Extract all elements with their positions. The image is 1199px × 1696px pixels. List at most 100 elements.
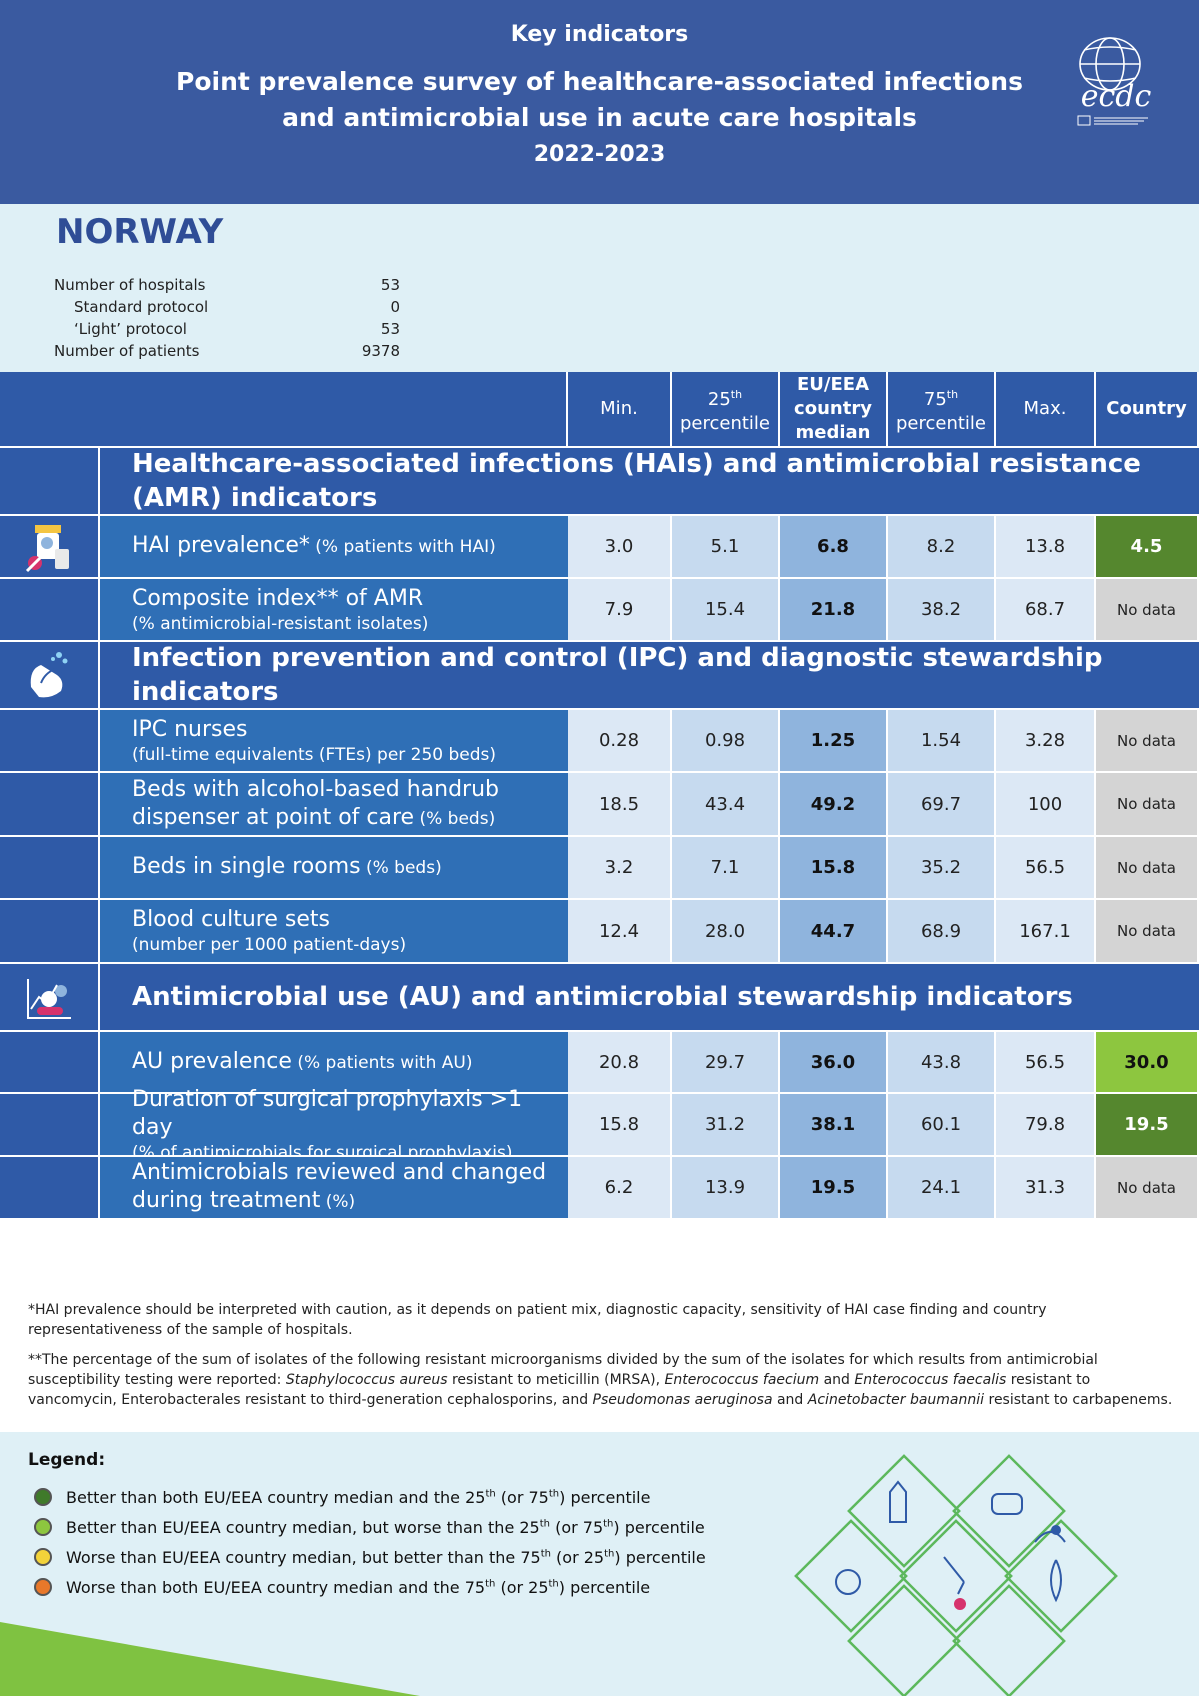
section-title-line-2: (AMR) indicators: [132, 483, 378, 513]
title-line-2: and antimicrobial use in acute care hosp…: [282, 103, 917, 132]
value-p75: 60.1: [888, 1094, 996, 1157]
value-median: 36.0: [780, 1032, 888, 1094]
indicator-label: Beds with alcohol-based handrub dispenser…: [100, 773, 568, 837]
value-p25: 5.1: [672, 516, 780, 579]
years: 2022-2023: [533, 142, 666, 167]
row-icon-cell: [0, 900, 100, 964]
value-median: 44.7: [780, 900, 888, 964]
legend-item: Better than EU/EEA country median, but w…: [34, 1512, 706, 1542]
section-title-text: Antimicrobial use (AU) and antimicrobial…: [132, 980, 1073, 1014]
country-stats: Number of hospitals 53 Standard protocol 0 ‘…: [54, 276, 400, 364]
indicator-unit: (% beds): [414, 808, 496, 829]
col-head-line: percentile: [680, 412, 770, 436]
legend-text-a: Worse than both EU/EEA country median an…: [66, 1577, 486, 1597]
indicator-row: AU prevalence (% patients with AU) 20.8 29…: [0, 1032, 1199, 1094]
indicator-name: Beds with alcohol-based handrub: [132, 776, 568, 804]
indicator-unit: (% beds): [360, 858, 442, 878]
legend-items: Better than both EU/EEA country median a…: [34, 1482, 706, 1602]
legend-text-a: Worse than EU/EEA country median, but be…: [66, 1547, 541, 1567]
row-icon-cell: [0, 579, 100, 642]
section-title: Antimicrobial use (AU) and antimicrobial…: [100, 964, 1199, 1032]
col-head-text: percentile: [679, 412, 771, 434]
indicator-label: HAI prevalence* (% patients with HAI): [100, 516, 568, 579]
row-icon-cell: [0, 710, 100, 773]
row-icon-cell: [0, 1032, 100, 1094]
section-title-line-1: Infection prevention and control (IPC) a…: [132, 643, 1103, 673]
indicator-subtitle: (full-time equivalents (FTEs) per 250 be…: [132, 744, 497, 765]
legend-sup: th: [604, 1548, 615, 1560]
section-title-line-1: Antimicrobial use (AU) and antimicrobial…: [132, 982, 1073, 1012]
value-country: 19.5: [1096, 1094, 1199, 1157]
legend-item: Worse than both EU/EEA country median an…: [34, 1572, 706, 1602]
value-max: 56.5: [996, 1032, 1096, 1094]
indicator-name: Blood culture sets: [132, 906, 568, 934]
value-median: 19.5: [780, 1157, 888, 1220]
col-head-text: country: [794, 398, 872, 419]
hand-stop-icon: [889, 1480, 907, 1523]
value-p75: 43.8: [888, 1032, 996, 1094]
legend-text-b: (or 75: [550, 1517, 604, 1537]
value-min: 15.8: [568, 1094, 672, 1157]
col-max: Max.: [996, 372, 1096, 448]
col-head-text: 25: [707, 388, 731, 410]
indicator-name: Antimicrobials reviewed and changed: [132, 1159, 568, 1187]
health-icons-illustration: [794, 1454, 1118, 1696]
indicator-label: IPC nurses (full-time equivalents (FTEs) …: [100, 710, 568, 773]
value-median: 15.8: [780, 837, 888, 900]
value-country: No data: [1096, 837, 1199, 900]
indicator-name-text: Blood culture sets: [132, 907, 330, 932]
section-header: Healthcare-associated infections (HAIs) …: [0, 448, 1199, 516]
country-name: NORWAY: [56, 212, 224, 252]
indicator-subtitle: (% antimicrobial-resistant isolates): [132, 613, 429, 634]
col-head-sup: th: [946, 387, 959, 401]
value-p75: 1.54: [888, 710, 996, 773]
indicator-label: AU prevalence (% patients with AU): [100, 1032, 568, 1094]
value-max: 79.8: [996, 1094, 1096, 1157]
col-head-line: country: [794, 397, 872, 421]
indicator-name-text: dispenser at point of care: [132, 804, 415, 830]
col-head-text: 75: [923, 388, 947, 410]
stat-value: 9378: [361, 342, 400, 360]
indicator-name-text: Composite index** of AMR: [132, 585, 424, 611]
col-head-sup: th: [730, 387, 743, 401]
legend-text: Better than both EU/EEA country median a…: [66, 1488, 650, 1507]
indicator-label: Antimicrobials reviewed and changed durin…: [100, 1157, 568, 1220]
legend-text-a: Better than both EU/EEA country median a…: [66, 1487, 486, 1507]
indicator-name: AU prevalence (% patients with AU): [132, 1048, 568, 1077]
col-head-line: percentile: [896, 412, 986, 436]
value-min: 0.28: [568, 710, 672, 773]
value-max: 3.28: [996, 710, 1096, 773]
indicator-name-text: HAI prevalence*: [132, 533, 310, 558]
legend-text: Worse than both EU/EEA country median an…: [66, 1578, 650, 1597]
value-p75: 24.1: [888, 1157, 996, 1220]
value-median: 21.8: [780, 579, 888, 642]
legend-sup: th: [540, 1548, 551, 1560]
legend-sup: th: [603, 1518, 614, 1530]
stat-row: Standard protocol 0: [54, 298, 400, 320]
report-title: Point prevalence survey of healthcare-as…: [100, 64, 1099, 136]
indicator-name: Duration of surgical prophylaxis >1 day: [132, 1086, 568, 1142]
header-banner: Key indicators Point prevalence survey o…: [0, 0, 1199, 204]
section-icon-cell: [0, 964, 100, 1032]
section-title-line-2: indicators: [132, 677, 279, 707]
value-p75: 35.2: [888, 837, 996, 900]
value-min: 3.2: [568, 837, 672, 900]
col-head-text: EU/EEA: [796, 374, 869, 395]
indicator-unit: (%): [320, 1192, 356, 1212]
legend-text-c: ) percentile: [558, 1577, 651, 1597]
col-head-line: Country: [1106, 397, 1186, 421]
indicator-row: Composite index** of AMR (% antimicrobial…: [0, 579, 1199, 642]
indicator-name: Composite index** of AMR: [132, 585, 568, 613]
pipette-icon: [943, 1556, 965, 1595]
legend-text-a: Better than EU/EEA country median, but w…: [66, 1517, 540, 1537]
legend-text: Worse than EU/EEA country median, but be…: [66, 1548, 706, 1567]
value-p75: 38.2: [888, 579, 996, 642]
legend-text-c: ) percentile: [614, 1547, 706, 1567]
col-median: EU/EEA country median: [780, 372, 888, 448]
section-header: Infection prevention and control (IPC) a…: [0, 642, 1199, 710]
value-min: 6.2: [568, 1157, 672, 1220]
hand-pill-icon: [1034, 1531, 1066, 1543]
indicator-name: IPC nurses: [132, 716, 568, 744]
row-icon-cell: [0, 837, 100, 900]
stat-row: ‘Light’ protocol 53: [54, 320, 400, 342]
